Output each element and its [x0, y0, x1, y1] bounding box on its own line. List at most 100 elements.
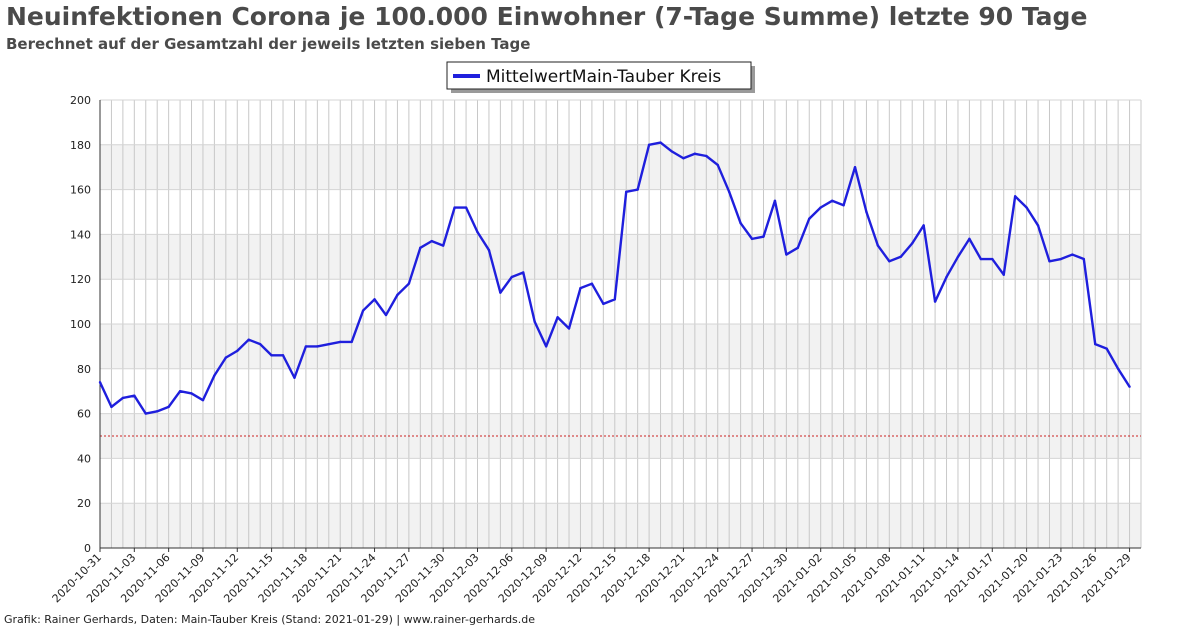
- data-point: [899, 255, 902, 258]
- data-point: [705, 154, 708, 158]
- data-point: [1116, 367, 1120, 370]
- y-tick-label: 60: [77, 408, 91, 421]
- chart-subtitle: Berechnet auf der Gesamtzahl der jeweils…: [6, 35, 531, 53]
- data-point: [796, 246, 800, 250]
- data-point: [430, 239, 433, 243]
- data-point: [133, 394, 136, 397]
- y-tick-label: 40: [77, 452, 91, 465]
- x-tick-labels: 2020-10-312020-11-032020-11-062020-11-09…: [50, 548, 1134, 605]
- data-point: [590, 282, 594, 285]
- data-point: [121, 396, 125, 400]
- data-point: [842, 204, 845, 207]
- y-tick-label: 80: [77, 363, 91, 376]
- y-tick-label: 100: [70, 318, 91, 331]
- data-point: [213, 374, 216, 377]
- y-tick-label: 180: [70, 139, 91, 152]
- data-point: [636, 188, 639, 191]
- data-point: [602, 302, 605, 306]
- y-tick-label: 160: [70, 184, 91, 197]
- data-point: [361, 309, 365, 312]
- data-point: [968, 237, 971, 241]
- data-point: [304, 345, 308, 348]
- data-point: [556, 316, 559, 319]
- data-point: [888, 260, 891, 263]
- data-point: [98, 381, 102, 384]
- data-point: [144, 412, 147, 415]
- data-point: [1036, 224, 1040, 227]
- data-point: [1128, 385, 1131, 388]
- legend-box: [446, 61, 752, 90]
- data-point: [201, 398, 205, 402]
- data-point: [579, 286, 582, 290]
- data-point: [762, 235, 765, 238]
- data-point: [373, 298, 376, 301]
- y-tick-label: 120: [70, 273, 91, 286]
- data-point: [1105, 347, 1108, 350]
- data-point: [613, 298, 616, 301]
- data-point: [785, 253, 788, 256]
- data-point: [178, 390, 182, 393]
- data-point: [727, 190, 731, 194]
- data-point: [1048, 260, 1051, 263]
- data-point: [693, 152, 697, 155]
- axes: [99, 100, 1141, 549]
- data-point: [522, 271, 525, 274]
- data-point: [716, 163, 719, 167]
- y-tick-label: 20: [77, 497, 91, 510]
- data-point: [567, 327, 571, 330]
- data-point: [945, 275, 948, 279]
- chart-title: Neuinfektionen Corona je 100.000 Einwohn…: [6, 2, 1088, 31]
- series-points: [98, 141, 1131, 415]
- data-point: [510, 275, 514, 279]
- background-bands: [100, 144, 1141, 548]
- background-band: [100, 324, 1141, 369]
- data-point: [407, 282, 411, 285]
- data-point: [396, 293, 399, 297]
- data-point: [808, 217, 811, 220]
- data-point: [384, 313, 388, 317]
- data-point: [819, 206, 822, 209]
- data-point: [293, 376, 296, 379]
- data-point: [1094, 342, 1097, 346]
- data-point: [750, 237, 754, 241]
- data-point: [853, 166, 857, 169]
- background-band: [100, 503, 1141, 548]
- data-point: [1071, 253, 1074, 256]
- data-point: [659, 141, 662, 144]
- data-point: [922, 224, 925, 227]
- y-tick-labels: 0 20 40 60 80 100 120 140 160 180 200: [70, 94, 91, 555]
- data-point: [830, 199, 834, 202]
- legend: MittelwertMain-Tauber Kreis: [446, 61, 755, 93]
- data-point: [464, 206, 468, 209]
- data-point: [441, 244, 445, 247]
- data-point: [773, 199, 777, 202]
- data-point: [1002, 273, 1005, 276]
- data-point: [1013, 195, 1017, 198]
- data-point: [167, 405, 170, 409]
- credit-line: Grafik: Rainer Gerhards, Daten: Main-Tau…: [4, 613, 536, 626]
- data-point: [155, 410, 159, 413]
- data-point: [933, 300, 937, 303]
- data-point: [647, 143, 651, 146]
- data-point: [487, 248, 491, 252]
- data-point: [224, 356, 228, 359]
- data-point: [876, 244, 880, 247]
- data-point: [956, 255, 960, 258]
- data-point: [682, 157, 685, 160]
- data-point: [247, 338, 250, 341]
- data-point: [625, 190, 628, 194]
- data-point: [991, 257, 994, 261]
- data-point: [339, 340, 342, 344]
- data-point: [979, 257, 983, 261]
- data-point: [258, 342, 262, 346]
- legend-label: MittelwertMain-Tauber Kreis: [486, 67, 721, 87]
- data-point: [739, 222, 742, 225]
- y-tick-label: 140: [70, 228, 91, 241]
- data-point: [327, 342, 330, 346]
- data-point: [865, 210, 868, 214]
- data-point: [350, 340, 353, 344]
- data-point: [911, 242, 914, 245]
- data-point: [1082, 257, 1086, 261]
- data-point: [281, 354, 285, 357]
